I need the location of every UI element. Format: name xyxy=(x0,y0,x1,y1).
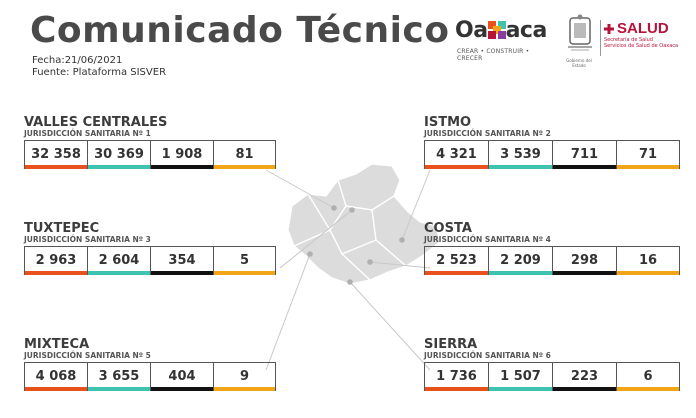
government-label: Gobierno del Estado xyxy=(566,58,592,68)
region-name: COSTA xyxy=(424,221,472,236)
salud-subtitle-2: Servicios de Salud de Oaxaca xyxy=(604,43,679,49)
oaxaca-word-end: aca xyxy=(505,18,548,43)
report-date: Fecha:21/06/2021 xyxy=(32,55,123,66)
region-stats: 1 736 1 507 223 6 xyxy=(424,362,680,391)
region-jurisdiction: JURISDICCIÓN SANITARIA Nº 1 xyxy=(24,129,151,138)
region-istmo: ISTMO JURISDICCIÓN SANITARIA Nº 2 4 321 … xyxy=(424,115,680,169)
region-mixteca: MIXTECA JURISDICCIÓN SANITARIA Nº 5 4 06… xyxy=(24,337,276,391)
salud-logo: SALUD Secretaría de Salud Servicios de S… xyxy=(604,20,694,49)
region-jurisdiction: JURISDICCIÓN SANITARIA Nº 2 xyxy=(424,129,551,138)
region-stats: 4 321 3 539 711 71 xyxy=(424,140,680,169)
stat-value: 1 736 xyxy=(425,363,488,391)
region-name: MIXTECA xyxy=(24,337,90,352)
region-stats: 32 358 30 369 1 908 81 xyxy=(24,140,276,169)
stat-value: 5 xyxy=(213,247,275,275)
stat-value: 6 xyxy=(616,363,679,391)
region-jurisdiction: JURISDICCIÓN SANITARIA Nº 3 xyxy=(24,235,151,244)
map-region-border xyxy=(293,193,332,247)
stat-value: 298 xyxy=(552,247,616,275)
connector-tuxtepec xyxy=(279,209,353,269)
stat-value: 3 655 xyxy=(87,363,150,391)
region-name: SIERRA xyxy=(424,337,478,352)
region-tuxtepec: TUXTEPEC JURISDICCIÓN SANITARIA Nº 3 2 9… xyxy=(24,221,276,275)
stat-value: 1 507 xyxy=(488,363,552,391)
logo-divider xyxy=(600,20,601,56)
stat-value: 4 068 xyxy=(25,363,87,391)
map-dot-tuxtepec xyxy=(349,207,355,213)
connector-istmo xyxy=(401,169,431,241)
stat-value: 711 xyxy=(552,141,616,169)
map-dot-valles xyxy=(331,205,337,211)
oaxaca-x-mark-icon xyxy=(487,21,506,39)
stat-value: 1 908 xyxy=(150,141,213,169)
connector-sierra xyxy=(349,281,431,371)
stat-value: 81 xyxy=(213,141,275,169)
map-dot-istmo xyxy=(399,237,405,243)
stat-value: 9 xyxy=(213,363,275,391)
stat-value: 2 209 xyxy=(488,247,552,275)
stat-value: 32 358 xyxy=(25,141,87,169)
map-dot-sierra xyxy=(347,279,353,285)
salud-word: SALUD xyxy=(617,20,669,37)
map-state-outline xyxy=(287,163,441,285)
report-source: Fuente: Plataforma SISVER xyxy=(32,67,167,78)
stat-value: 2 523 xyxy=(425,247,488,275)
region-jurisdiction: JURISDICCIÓN SANITARIA Nº 6 xyxy=(424,351,551,360)
oaxaca-tagline: CREAR • CONSTRUIR • CRECER xyxy=(457,48,530,62)
stat-value: 2 604 xyxy=(87,247,150,275)
map-region-border xyxy=(341,239,377,255)
region-name: ISTMO xyxy=(424,115,472,130)
connector-valles xyxy=(265,169,335,209)
stat-value: 4 321 xyxy=(425,141,488,169)
salud-subtitle-1: Secretaría de Salud xyxy=(604,37,653,43)
region-name: TUXTEPEC xyxy=(24,221,100,236)
stat-value: 354 xyxy=(150,247,213,275)
connector-mixteca xyxy=(265,253,311,371)
page-title: Comunicado Técnico xyxy=(30,10,450,51)
seal-icon xyxy=(568,14,592,51)
oaxaca-logo: Oa aca CREAR • CONSTRUIR • CRECER xyxy=(455,18,555,62)
map-dot-costa xyxy=(367,259,373,265)
oaxaca-word-start: Oa xyxy=(455,18,488,43)
region-stats: 2 523 2 209 298 16 xyxy=(424,246,680,275)
stat-value: 2 963 xyxy=(25,247,87,275)
stat-value: 3 539 xyxy=(488,141,552,169)
region-costa: COSTA JURISDICCIÓN SANITARIA Nº 4 2 523 … xyxy=(424,221,680,275)
stat-value: 223 xyxy=(552,363,616,391)
region-sierra: SIERRA JURISDICCIÓN SANITARIA Nº 6 1 736… xyxy=(424,337,680,391)
region-stats: 2 963 2 604 354 5 xyxy=(24,246,276,275)
stat-value: 30 369 xyxy=(87,141,150,169)
region-jurisdiction: JURISDICCIÓN SANITARIA Nº 5 xyxy=(24,351,151,360)
region-stats: 4 068 3 655 404 9 xyxy=(24,362,276,391)
government-seal: Gobierno del Estado xyxy=(565,14,595,68)
map-dot-mixteca xyxy=(307,251,313,257)
cross-icon xyxy=(604,23,614,34)
stat-value: 404 xyxy=(150,363,213,391)
stat-value: 71 xyxy=(616,141,679,169)
oaxaca-map xyxy=(287,163,441,285)
connector-costa xyxy=(369,261,431,269)
region-jurisdiction: JURISDICCIÓN SANITARIA Nº 4 xyxy=(424,235,551,244)
stat-value: 16 xyxy=(616,247,679,275)
region-valles-centrales: VALLES CENTRALES JURISDICCIÓN SANITARIA … xyxy=(24,115,276,169)
region-name: VALLES CENTRALES xyxy=(24,115,168,130)
